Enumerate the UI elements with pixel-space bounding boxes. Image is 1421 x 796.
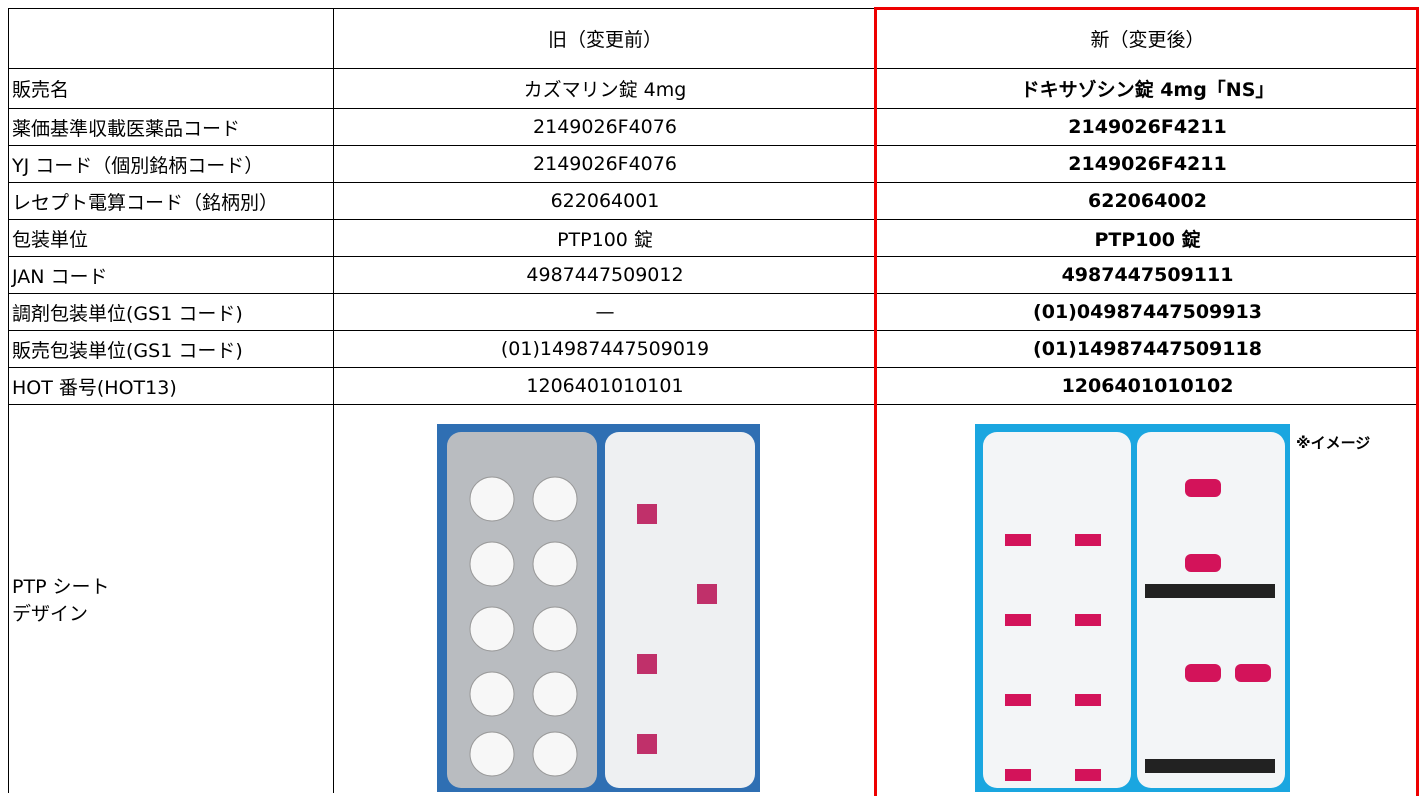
row-label: 包装単位	[8, 219, 334, 257]
table-row: YJ コード（個別銘柄コード） 2149026F4076 2149026F4211	[8, 145, 1419, 183]
header-row: 旧（変更前） 新（変更後）	[8, 8, 1419, 69]
header-cell: 新（変更後）	[876, 8, 1419, 69]
old-value: 2149026F4076	[333, 145, 877, 183]
table-row: 薬価基準収載医薬品コード 2149026F4076 2149026F4211	[8, 108, 1419, 146]
row-label: 調剤包装単位(GS1 コード)	[8, 293, 334, 331]
old-value: —	[333, 293, 877, 331]
comparison-table: 旧（変更前） 新（変更後） 販売名 カズマリン錠 4mg ドキサゾシン錠 4mg「N…	[8, 8, 1419, 793]
old-ptp-image	[437, 424, 760, 792]
new-ptp-image	[975, 424, 1290, 792]
old-value: 622064001	[333, 182, 877, 220]
blank-cell	[8, 8, 334, 69]
new-value: 2149026F4211	[876, 108, 1419, 146]
old-value: 4987447509012	[333, 256, 877, 294]
row-label: HOT 番号(HOT13)	[8, 367, 334, 405]
design-label-line: PTP シート	[12, 576, 110, 598]
table-row: JAN コード 4987447509012 4987447509111	[8, 256, 1419, 294]
table-row: 販売名 カズマリン錠 4mg ドキサゾシン錠 4mg「NS」	[8, 68, 1419, 109]
new-value: 622064002	[876, 182, 1419, 220]
table-row: HOT 番号(HOT13) 1206401010101 1206401010102	[8, 367, 1419, 405]
new-value: ドキサゾシン錠 4mg「NS」	[876, 68, 1419, 109]
row-label: 薬価基準収載医薬品コード	[8, 108, 334, 146]
header-cell: 旧（変更前）	[333, 8, 877, 69]
new-value: 2149026F4211	[876, 145, 1419, 183]
row-label: JAN コード	[8, 256, 334, 294]
image-note: ※イメージ	[1296, 434, 1371, 452]
old-value: カズマリン錠 4mg	[333, 68, 877, 109]
row-label: 販売名	[8, 68, 334, 109]
old-value: PTP100 錠	[333, 219, 877, 257]
old-value: 2149026F4076	[333, 108, 877, 146]
new-value: 1206401010102	[876, 367, 1419, 405]
new-value: PTP100 錠	[876, 219, 1419, 257]
new-value: 4987447509111	[876, 256, 1419, 294]
row-label: レセプト電算コード（銘柄別）	[8, 182, 334, 220]
table-row: レセプト電算コード（銘柄別） 622064001 622064002	[8, 182, 1419, 220]
old-value: 1206401010101	[333, 367, 877, 405]
table-row: 販売包装単位(GS1 コード) (01)14987447509019 (01)149…	[8, 330, 1419, 368]
row-label: 販売包装単位(GS1 コード)	[8, 330, 334, 368]
table-body: 旧（変更前） 新（変更後） 販売名 カズマリン錠 4mg ドキサゾシン錠 4mg「N…	[8, 8, 1419, 793]
table-row: 包装単位 PTP100 錠 PTP100 錠	[8, 219, 1419, 257]
table-row: 調剤包装単位(GS1 コード) — (01)04987447509913	[8, 293, 1419, 331]
new-value: (01)04987447509913	[876, 293, 1419, 331]
row-label: YJ コード（個別銘柄コード）	[8, 145, 334, 183]
old-value: (01)14987447509019	[333, 330, 877, 368]
design-label: PTP シート デザイン	[8, 404, 334, 793]
design-label-line: デザイン	[12, 603, 89, 625]
new-value: (01)14987447509118	[876, 330, 1419, 368]
